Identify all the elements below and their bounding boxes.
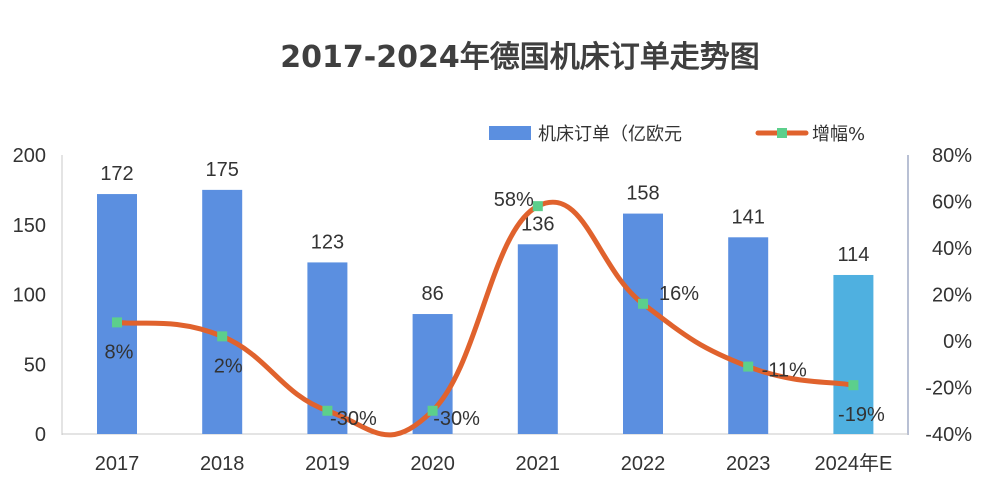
growth-value-label: 8% — [105, 341, 134, 363]
legend-swatch-bar — [489, 126, 531, 140]
growth-marker — [322, 405, 333, 416]
bar-value-label: 172 — [100, 163, 133, 185]
chart-title: 2017-2024年德国机床订单走势图 — [280, 40, 759, 75]
growth-marker — [217, 331, 228, 342]
bar-value-label: 86 — [421, 283, 443, 305]
bar-value-label: 158 — [626, 183, 659, 205]
growth-value-label: -11% — [762, 360, 807, 382]
growth-marker — [743, 361, 754, 372]
right-tick-label: 0% — [943, 331, 972, 353]
growth-value-label: -30% — [330, 408, 377, 430]
right-tick-label: 40% — [932, 238, 972, 260]
right-tick-label: 80% — [932, 145, 972, 167]
bar-value-label: 141 — [732, 206, 765, 228]
bar-value-label: 123 — [311, 231, 344, 253]
legend-swatch-marker — [777, 128, 787, 138]
x-tick-label: 2019 — [305, 453, 350, 475]
growth-value-label: 16% — [659, 283, 699, 305]
x-tick-label: 2018 — [200, 453, 245, 475]
bar-value-label: 136 — [521, 213, 554, 235]
growth-marker — [532, 201, 543, 212]
left-tick-label: 200 — [13, 145, 46, 167]
bar-value-label: 114 — [837, 244, 869, 266]
bar — [517, 244, 558, 434]
left-tick-label: 0 — [35, 424, 46, 446]
left-tick-label: 50 — [24, 354, 46, 376]
line-labels: 8% 2% -30% -30% 58% 16% -11% -19% — [105, 189, 885, 430]
bar — [97, 194, 137, 434]
growth-marker — [638, 298, 648, 309]
right-tick-label: -20% — [925, 378, 972, 400]
growth-value-label: -30% — [433, 408, 480, 430]
bar — [728, 237, 769, 434]
growth-value-label: 2% — [214, 355, 243, 377]
bar-value-label: 175 — [206, 159, 239, 181]
left-tick-label: 150 — [13, 215, 46, 237]
growth-value-label: 58% — [494, 189, 534, 211]
x-tick-label: 2017 — [95, 453, 140, 475]
right-tick-label: 20% — [932, 285, 972, 307]
bar — [833, 274, 874, 434]
x-tick-label: 2021 — [516, 453, 561, 475]
growth-marker — [112, 317, 122, 328]
bar-series — [97, 189, 874, 434]
legend-label-growth: 增幅% — [812, 124, 865, 145]
left-axis-ticks: 0 50 100 150 200 — [13, 145, 46, 446]
right-tick-label: -40% — [925, 424, 972, 446]
x-tick-label: 2023 — [726, 453, 771, 475]
growth-value-label: -19% — [838, 404, 885, 426]
bar — [202, 189, 243, 434]
x-axis-ticks: 2017 2018 2019 2020 2021 2022 2023 2024年E — [95, 452, 893, 475]
x-tick-label: 2024年E — [814, 452, 892, 475]
right-tick-label: 60% — [932, 192, 972, 214]
growth-marker — [427, 405, 438, 416]
legend: 机床订单（亿欧元 增幅% — [489, 124, 865, 145]
legend-label-orders: 机床订单（亿欧元 — [538, 124, 682, 145]
bar — [623, 213, 663, 434]
left-tick-label: 100 — [13, 285, 46, 307]
right-axis-ticks: -40% -20% 0% 20% 40% 60% 80% — [925, 145, 972, 446]
growth-marker — [848, 380, 859, 391]
bar-labels: 172 175 123 86 136 158 141 114 — [100, 159, 869, 305]
line-series — [112, 199, 859, 438]
x-tick-label: 2022 — [621, 453, 666, 475]
x-tick-label: 2020 — [410, 453, 455, 475]
growth-line — [114, 199, 856, 438]
